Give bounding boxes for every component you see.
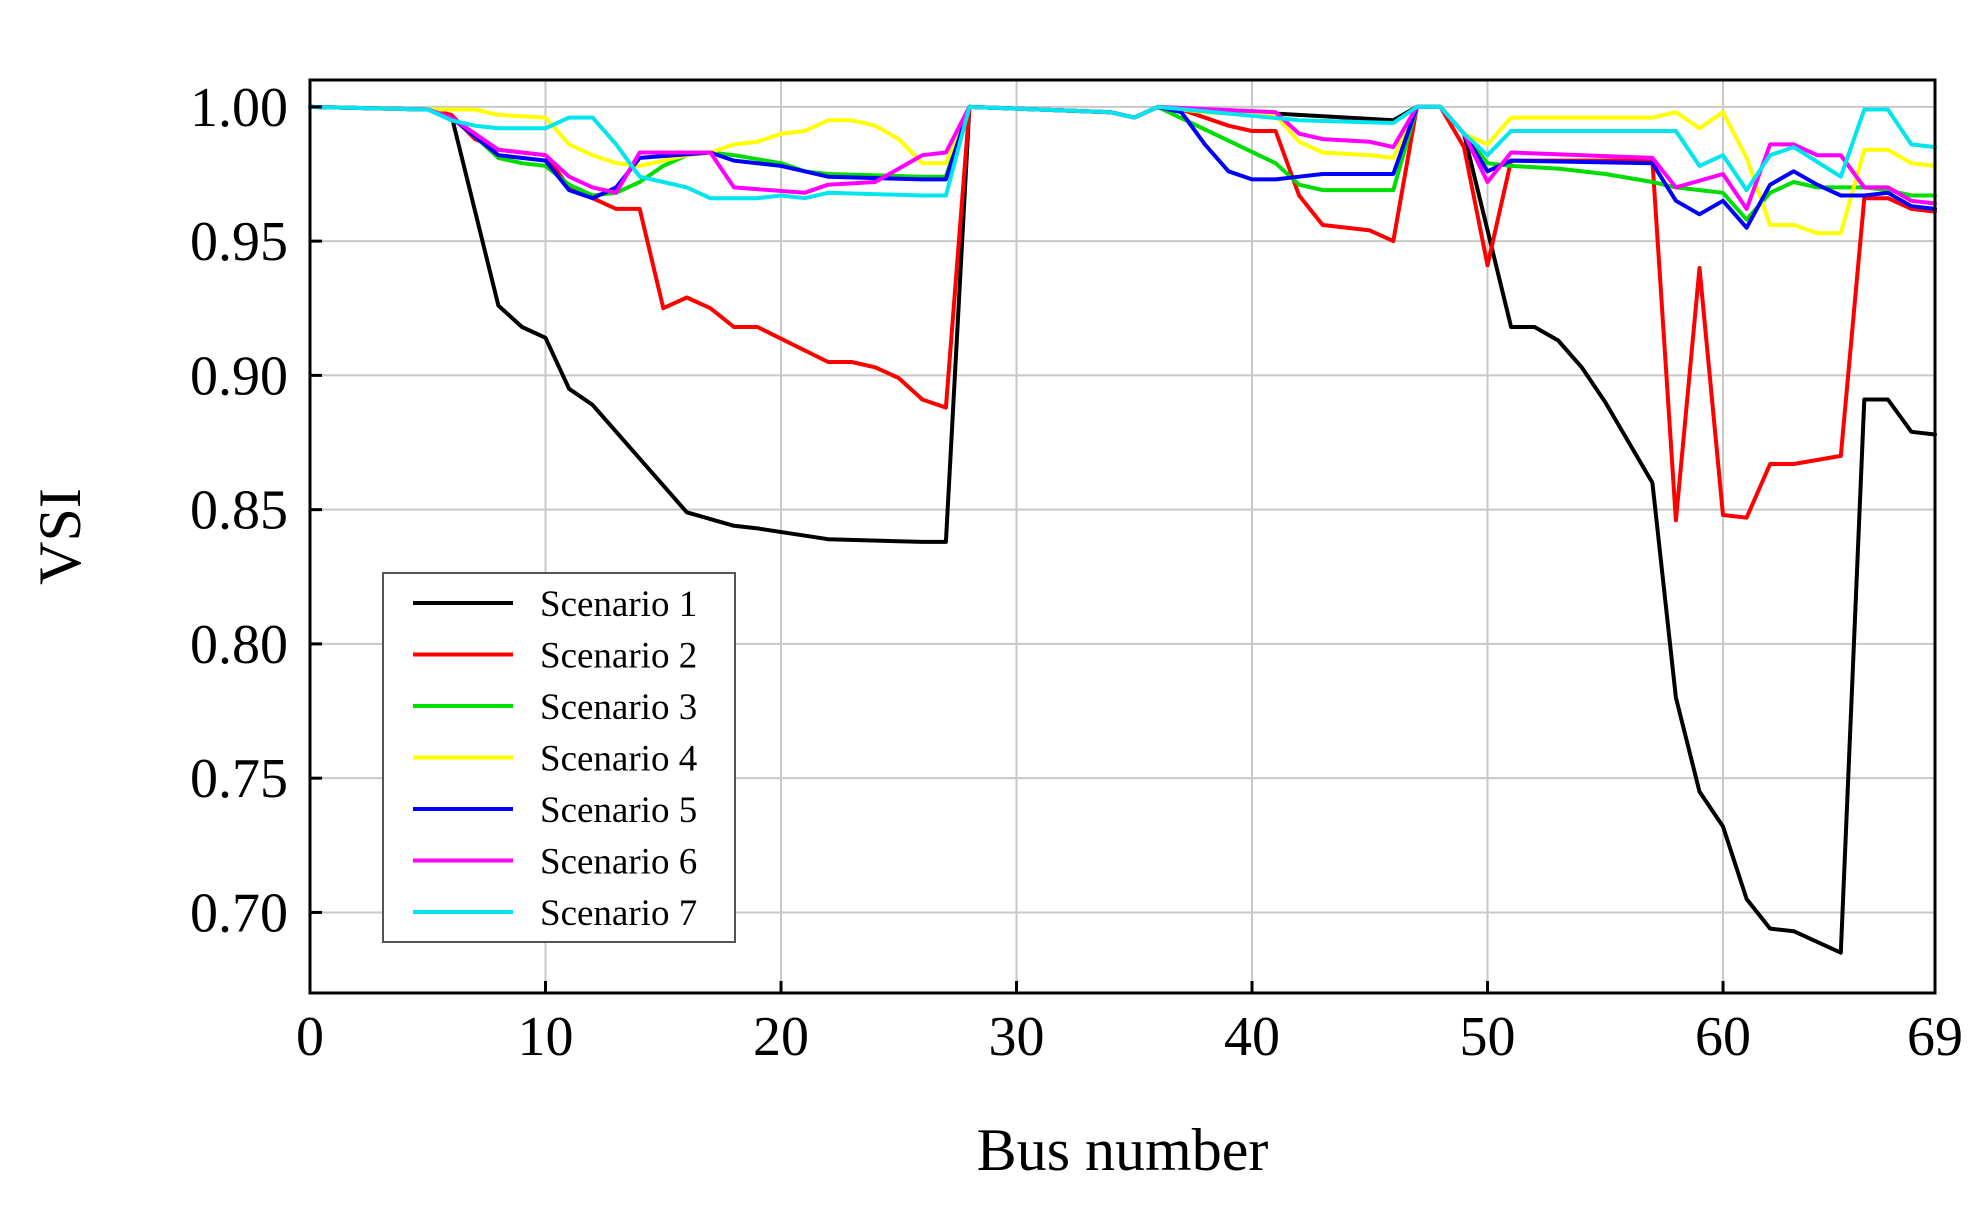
x-tick-label: 50 (1460, 1006, 1516, 1068)
x-tick-label: 60 (1695, 1006, 1751, 1068)
series-line-scenario-7 (308, 104, 1937, 201)
y-tick-label: 1.00 (190, 77, 288, 139)
legend-label-scenario-3: Scenario 3 (540, 687, 697, 728)
series-line-scenario-3 (308, 104, 1937, 222)
legend-label-scenario-1: Scenario 1 (540, 584, 697, 625)
x-tick-label: 30 (989, 1006, 1045, 1068)
legend-label-scenario-2: Scenario 2 (540, 636, 697, 677)
y-tick-label: 0.80 (190, 614, 288, 676)
legend: Scenario 1 Scenario 2 Scenario 3 Scenario 4… (382, 572, 736, 943)
legend-label-scenario-4: Scenario 4 (540, 739, 697, 780)
x-axis-ticks: 0 10 20 30 40 50 60 69 (296, 981, 1963, 1068)
series-lines (308, 104, 1937, 955)
legend-label-scenario-7: Scenario 7 (540, 893, 697, 934)
series-line-scenario-6 (308, 104, 1937, 211)
x-tick-label: 40 (1224, 1006, 1280, 1068)
x-tick-label: 0 (296, 1006, 324, 1068)
plot-area-frame (308, 78, 1937, 995)
y-tick-label: 0.90 (190, 345, 288, 407)
x-tick-label: 20 (753, 1006, 809, 1068)
x-tick-label: 69 (1907, 1006, 1963, 1068)
y-tick-label: 0.70 (190, 882, 288, 944)
y-tick-label: 0.95 (190, 211, 288, 273)
x-tick-label: 10 (518, 1006, 574, 1068)
y-tick-label: 0.75 (190, 748, 288, 810)
y-axis-label: VSI (27, 488, 93, 585)
y-axis-ticks: 0.70 0.75 0.80 0.85 0.90 0.95 1.00 (190, 77, 322, 944)
x-axis-label: Bus number (977, 1117, 1269, 1183)
legend-label-scenario-6: Scenario 6 (540, 842, 697, 883)
y-tick-label: 0.85 (190, 480, 288, 542)
legend-label-scenario-5: Scenario 5 (540, 790, 697, 831)
